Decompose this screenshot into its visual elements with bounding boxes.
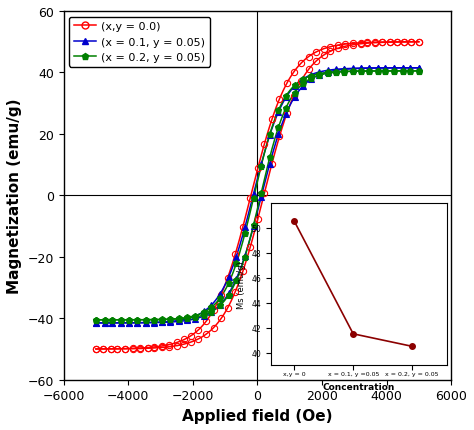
Y-axis label: Magnetization (emu/g): Magnetization (emu/g) (7, 98, 22, 293)
Legend: (x,y = 0.0), (x = 0.1, y = 0.05), (x = 0.2, y = 0.05): (x,y = 0.0), (x = 0.1, y = 0.05), (x = 0… (69, 18, 210, 68)
X-axis label: Applied field (Oe): Applied field (Oe) (182, 408, 333, 423)
